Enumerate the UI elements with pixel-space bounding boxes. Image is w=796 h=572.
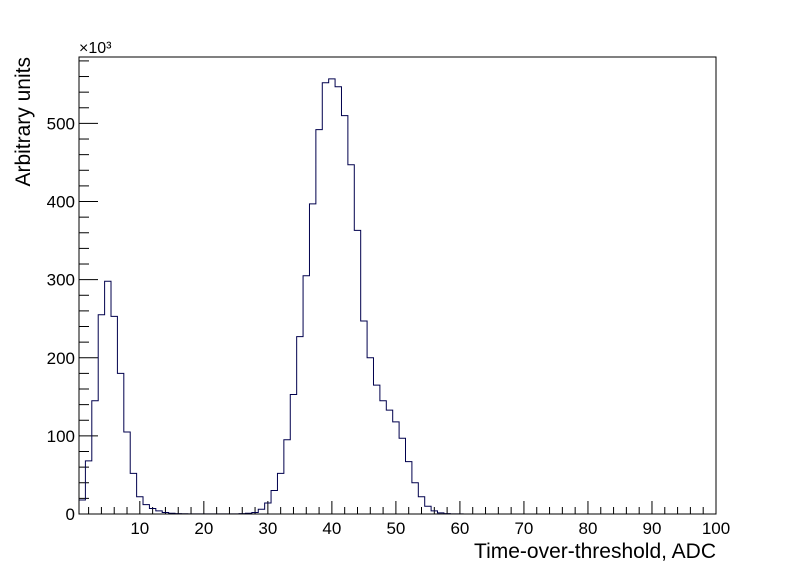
y-multiplier-label: ×10³ (79, 40, 112, 57)
x-axis-title: Time-over-threshold, ADC (474, 540, 716, 563)
y-tick-label: 500 (47, 114, 75, 133)
y-tick-label: 200 (47, 349, 75, 368)
x-tick-label: 70 (514, 519, 533, 538)
x-tick-label: 20 (194, 519, 213, 538)
x-tick-label: 80 (578, 519, 597, 538)
x-tick-label: 10 (130, 519, 149, 538)
x-tick-label: 40 (322, 519, 341, 538)
x-tick-labels: 10 20 30 40 50 60 70 80 90 100 (130, 519, 730, 538)
y-tick-label: 300 (47, 271, 75, 290)
plot-frame (78, 56, 717, 515)
histogram-line (79, 78, 470, 515)
y-tick-label: 0 (66, 505, 75, 524)
x-tick-label: 50 (386, 519, 405, 538)
y-tick-label: 400 (47, 193, 75, 212)
x-tick-label: 60 (450, 519, 469, 538)
x-axis-ticks (88, 501, 717, 514)
x-tick-label: 30 (258, 519, 277, 538)
x-tick-label: 90 (643, 519, 662, 538)
y-tick-labels: 0 100 200 300 400 500 (47, 114, 75, 524)
y-axis-title: Arbitrary units (12, 57, 35, 187)
y-axis-ticks (79, 60, 98, 515)
x-tick-label: 100 (702, 519, 730, 538)
y-tick-label: 100 (47, 427, 75, 446)
